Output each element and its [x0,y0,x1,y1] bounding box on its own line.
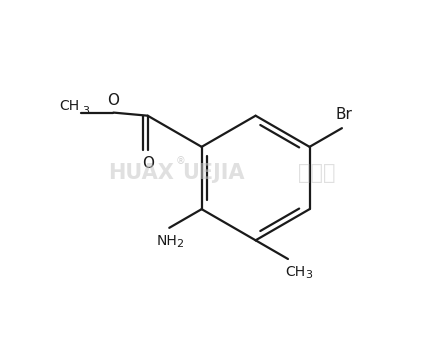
Text: CH: CH [59,99,79,113]
Text: HUAX: HUAX [108,163,174,183]
Text: 化学加: 化学加 [298,163,336,183]
Text: O: O [142,156,154,171]
Text: UEJIA: UEJIA [183,163,245,183]
Text: CH: CH [286,266,306,279]
Text: O: O [107,93,119,108]
Text: 3: 3 [305,270,312,280]
Text: NH: NH [157,234,178,248]
Text: 2: 2 [176,239,183,248]
Text: 3: 3 [82,106,89,116]
Text: Br: Br [335,107,352,122]
Text: ®: ® [175,156,185,166]
